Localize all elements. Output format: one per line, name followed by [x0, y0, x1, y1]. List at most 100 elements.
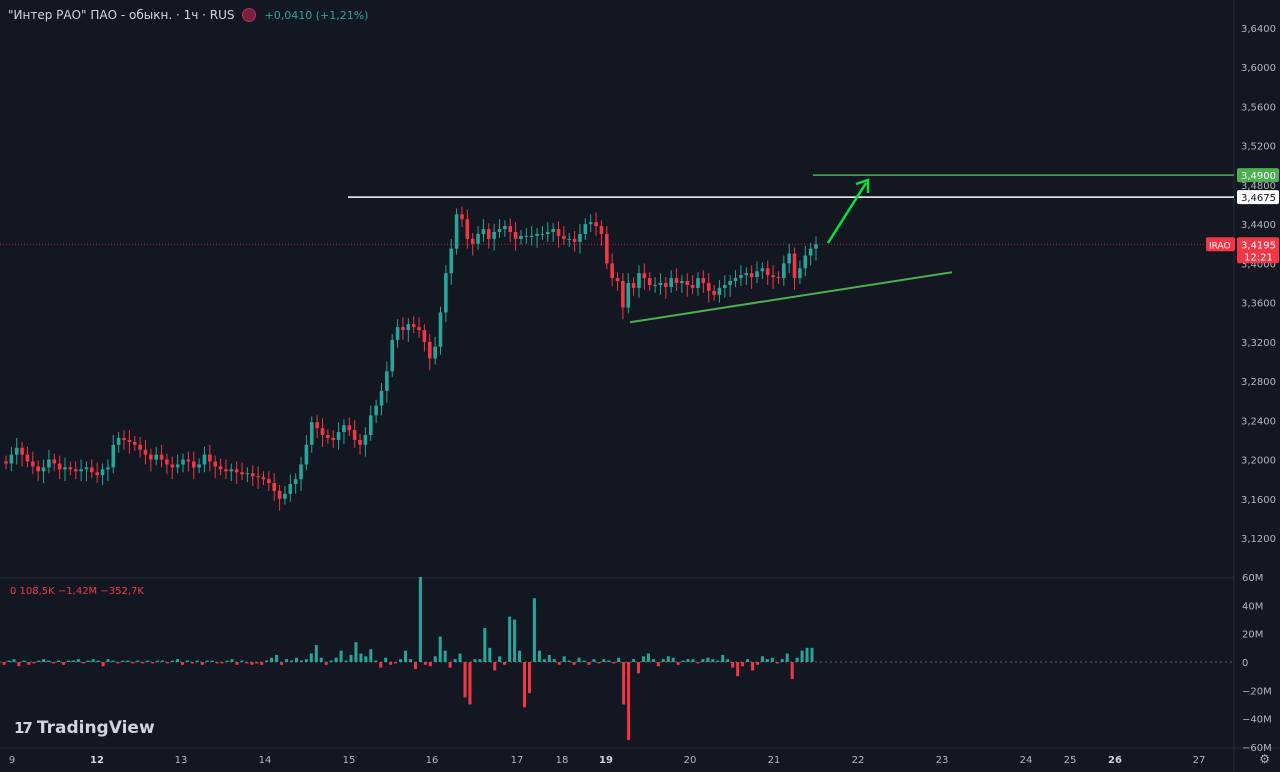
volume-bar: [180, 662, 184, 665]
candle-body: [444, 273, 448, 313]
volume-bar: [304, 659, 308, 662]
volume-bar: [270, 657, 274, 662]
candle-body: [256, 476, 260, 478]
volume-legend: 0 108,5K −1,42M −352,7K: [10, 586, 144, 597]
candle-body: [363, 435, 368, 445]
candle-body: [57, 463, 62, 470]
candle-body: [245, 473, 250, 475]
volume-bar: [646, 653, 650, 662]
volume-bar: [146, 660, 150, 662]
candle-body: [669, 278, 673, 287]
volume-bar: [780, 659, 784, 662]
volume-bar: [770, 657, 774, 662]
price-tick-label: 3,6400: [1241, 24, 1276, 35]
volume-bar: [126, 660, 130, 662]
candle-body: [497, 229, 502, 232]
volume-bar: [245, 662, 249, 664]
exchange-icon: [242, 8, 257, 22]
volume-bar: [706, 657, 710, 662]
candle-body: [267, 479, 271, 484]
volume-bar: [542, 659, 546, 662]
volume-bar: [86, 660, 90, 662]
volume-bar: [671, 657, 675, 662]
volume-bar: [399, 659, 403, 662]
time-tick-label: 25: [1064, 755, 1077, 766]
volume-bar: [369, 649, 373, 662]
candle-body: [685, 281, 690, 285]
volume-bar: [190, 662, 194, 664]
candle-body: [352, 430, 357, 440]
volume-bar: [161, 660, 165, 662]
countdown-label-text: 12:21: [1244, 252, 1273, 263]
price-tick-label: 3,3200: [1241, 338, 1276, 349]
time-tick-label: 22: [852, 755, 865, 766]
candle-body: [197, 464, 201, 468]
time-tick-label: 12: [90, 755, 104, 766]
candle-body: [272, 483, 277, 491]
volume-bar: [577, 657, 581, 662]
candle-body: [545, 232, 550, 234]
volume-bar: [721, 654, 725, 662]
volume-bar: [404, 650, 408, 662]
candle-body: [712, 290, 716, 295]
volume-bar: [215, 662, 219, 664]
candle-body: [358, 439, 362, 445]
candle-body: [562, 235, 566, 239]
symbol-title[interactable]: "Интер РАО" ПАО - обыкн. · 1ч · RUS: [8, 8, 235, 22]
volume-bar: [458, 653, 462, 662]
volume-bar: [637, 662, 641, 674]
volume-bar: [587, 662, 591, 665]
volume-bar: [468, 662, 472, 705]
candle-body: [486, 229, 491, 239]
candle-body: [336, 432, 341, 440]
price-tick-label: 3,2800: [1241, 377, 1276, 388]
candle-body: [604, 233, 609, 264]
candle-body: [288, 484, 293, 494]
tradingview-logo-text: TradingView: [36, 718, 155, 738]
candle-body: [470, 238, 475, 244]
candle-body: [449, 248, 454, 274]
volume-bar: [423, 662, 427, 665]
candle-body: [771, 275, 775, 278]
volume-bar: [751, 662, 755, 671]
candle-body: [41, 467, 46, 472]
volume-bar: [76, 659, 80, 662]
candle-body: [186, 459, 191, 462]
volume-bar: [408, 659, 412, 662]
candle-body: [578, 233, 582, 242]
volume-bar: [294, 657, 298, 662]
candle-body: [664, 283, 668, 287]
candle-body: [626, 283, 631, 308]
volume-bar: [582, 660, 586, 662]
candle-body: [728, 281, 732, 285]
candle-body: [701, 278, 706, 283]
volume-bar: [71, 660, 75, 662]
volume-bar: [701, 659, 705, 662]
volume-bar: [795, 657, 799, 662]
volume-bar: [632, 659, 636, 662]
price-tick-label: 3,5200: [1241, 142, 1276, 153]
candle-body: [760, 268, 765, 272]
volume-bar: [42, 659, 46, 662]
candle-body: [803, 255, 808, 269]
volume-bar: [453, 659, 457, 662]
candle-body: [159, 454, 164, 460]
volume-bar: [557, 662, 561, 665]
volume-bar: [389, 662, 393, 665]
price-tick-label: 3,2400: [1241, 416, 1276, 427]
candle-body: [465, 219, 470, 239]
candle-body: [588, 222, 593, 225]
candle-body: [368, 415, 373, 436]
price-change: +0,0410 (+1,21%): [264, 8, 369, 22]
volume-bar: [592, 659, 596, 662]
candle-body: [744, 273, 749, 276]
volume-bar: [478, 659, 482, 662]
volume-bar: [334, 657, 338, 662]
tradingview-logo[interactable]: 17 TradingView: [14, 718, 155, 738]
settings-gear-icon[interactable]: ⚙: [1259, 752, 1270, 766]
candle-body: [95, 472, 99, 476]
candle-body: [138, 444, 142, 450]
candle-body: [342, 425, 346, 433]
volume-bar: [205, 660, 209, 662]
